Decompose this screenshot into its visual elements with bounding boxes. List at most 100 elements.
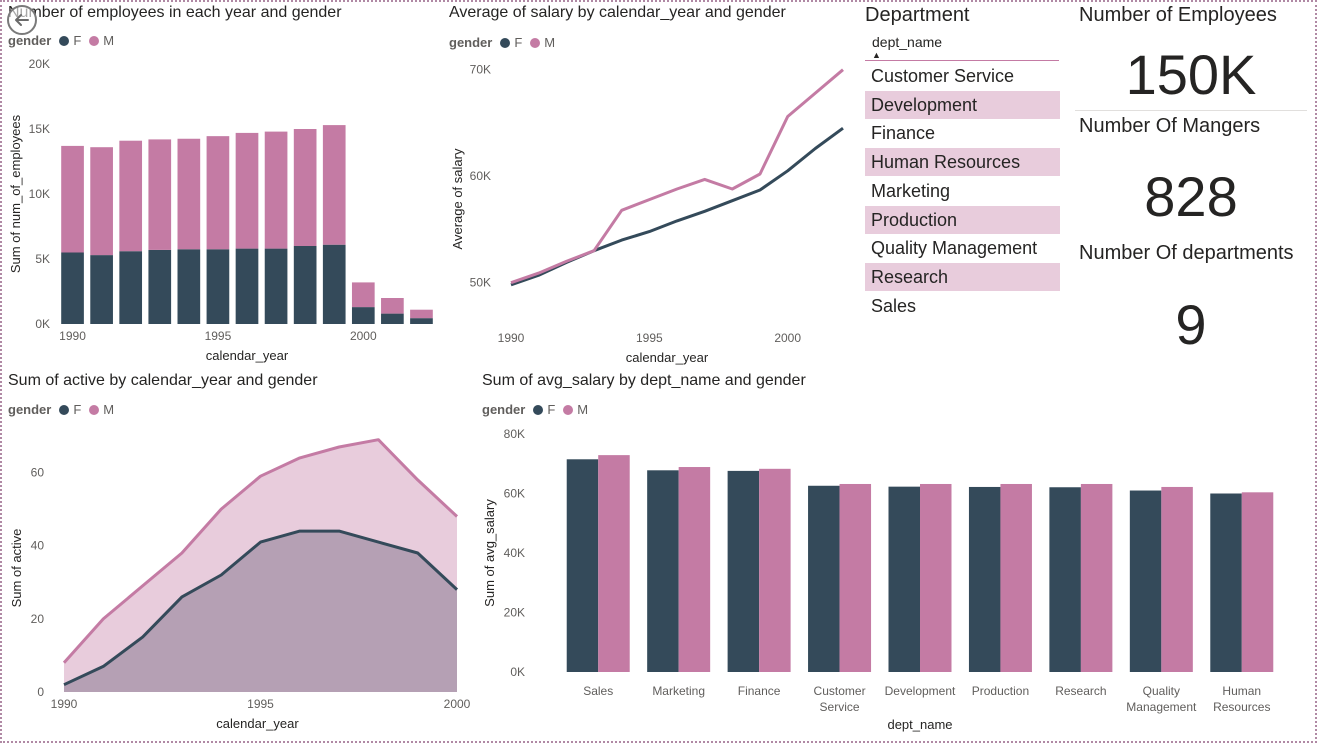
back-arrow-icon	[15, 14, 29, 26]
slicer-item[interactable]: Finance	[871, 123, 936, 144]
slicer-item[interactable]: Sales	[871, 295, 917, 316]
bar-male	[235, 132, 259, 249]
employees-card-label: Number of Employees	[1079, 4, 1277, 26]
avgsal-chart-panel: Sum of avg_salary by dept_name and gende…	[477, 368, 1311, 738]
bar-male	[381, 298, 404, 314]
sort-caret-icon[interactable]: ▲	[872, 50, 881, 60]
y-tick-label: 0K	[510, 665, 525, 679]
x-tick-label: Research	[1055, 684, 1106, 698]
slicer-item[interactable]: Production	[865, 205, 1060, 234]
y-tick-label: 60	[31, 466, 45, 480]
area-female	[64, 531, 457, 692]
legend-title: gender	[449, 35, 493, 50]
x-axis-title: dept_name	[887, 717, 952, 732]
x-tick-label: 1990	[498, 331, 525, 345]
bar-female	[293, 246, 317, 324]
bar-female	[148, 249, 172, 324]
employees-chart[interactable]: 0K 5K 10K 15K 20K 1990 1995 2000 calendar_year Su…	[4, 4, 442, 366]
bar-male	[1080, 483, 1113, 672]
bar-female	[61, 252, 84, 324]
salary-chart-panel: Average of salary by calendar_year and g…	[443, 4, 859, 366]
legend-male-marker	[563, 404, 574, 415]
avgsal-chart[interactable]: 0K 20K 40K 60K 80K Sales Marketing Finance Custo…	[477, 368, 1311, 738]
slicer-item[interactable]: Quality Management	[871, 238, 1038, 259]
legend-male-marker	[530, 37, 541, 48]
bar-female	[322, 244, 346, 324]
y-tick-label: 20K	[29, 57, 50, 71]
bar-male	[839, 483, 872, 672]
bar-male	[148, 139, 172, 250]
line-male	[510, 68, 844, 285]
y-axis-title: Sum of num_of_employees	[8, 114, 23, 273]
legend-male-marker	[89, 35, 100, 46]
x-tick-label: 1990	[59, 329, 86, 343]
bar-female	[808, 485, 840, 672]
active-chart[interactable]: 0 20 40 60 1990 1995 2000 calendar_year Sum of a…	[4, 368, 475, 738]
bar-male	[920, 483, 952, 672]
legend-female-label: F	[547, 402, 556, 417]
bar-male	[119, 140, 143, 252]
y-tick-label: 20K	[504, 606, 525, 620]
x-tick-label: Human	[1222, 684, 1261, 698]
slicer-item[interactable]: Development	[865, 90, 1060, 119]
bar-female	[727, 470, 760, 672]
bar-female	[1129, 490, 1162, 672]
bar-female	[381, 313, 404, 324]
slicer-item[interactable]: Customer Service	[871, 66, 1015, 86]
bar-male	[410, 309, 433, 319]
legend-male-label: M	[103, 33, 115, 48]
y-axis-title: Sum of avg_salary	[482, 499, 497, 607]
employees-legend: gender F M	[8, 33, 118, 48]
legend-male-label: M	[577, 402, 589, 417]
slicer-header[interactable]: dept_name	[872, 34, 943, 50]
bar-female	[968, 486, 1001, 672]
salary-chart-title: Average of salary by calendar_year and g…	[449, 4, 786, 21]
bar-male	[1161, 486, 1193, 672]
avgsal-legend: gender F M	[482, 402, 592, 417]
x-tick-label: 1995	[205, 329, 232, 343]
y-tick-label: 50K	[470, 276, 491, 290]
salary-chart[interactable]: 50K 60K 70K 1990 1995 2000 calendar_year Averag…	[443, 4, 859, 366]
bar-female	[119, 251, 143, 324]
y-tick-label: 0K	[35, 317, 50, 331]
departments-card-label: Number Of departments	[1079, 242, 1294, 264]
bar-male	[1241, 492, 1274, 672]
line-female	[510, 126, 844, 287]
y-tick-label: 40	[31, 539, 45, 553]
legend-female-label: F	[514, 35, 523, 50]
y-axis-title: Average of salary	[450, 148, 465, 249]
y-tick-label: 40K	[504, 546, 525, 560]
departments-card-value: 9	[1175, 293, 1207, 356]
y-tick-label: 70K	[470, 63, 491, 77]
bar-female	[90, 255, 113, 324]
bar-female	[351, 307, 375, 324]
bar-female	[264, 248, 288, 324]
active-chart-title: Sum of active by calendar_year and gende…	[8, 372, 318, 389]
bar-female	[1049, 487, 1081, 672]
bar-male	[351, 282, 375, 308]
slicer-item[interactable]: Human Resources	[865, 148, 1060, 177]
back-button[interactable]	[7, 5, 37, 35]
bar-male	[759, 468, 791, 672]
x-tick-label: Service	[820, 700, 860, 714]
x-tick-label: Resources	[1213, 700, 1270, 714]
active-legend: gender F M	[8, 402, 118, 417]
managers-card-label: Number Of Mangers	[1079, 115, 1261, 137]
x-tick-label: 1995	[636, 331, 663, 345]
slicer-item[interactable]: Marketing	[871, 180, 951, 201]
x-tick-label: 2000	[774, 331, 801, 345]
x-tick-label: Finance	[738, 684, 781, 698]
x-tick-label: Marketing	[652, 684, 705, 698]
department-slicer: Department dept_name ▲ Customer Service D…	[860, 4, 1072, 366]
x-tick-label: Development	[885, 684, 956, 698]
y-tick-label: 20	[31, 612, 45, 626]
legend-female-marker	[533, 404, 544, 415]
legend-title: gender	[8, 402, 52, 417]
x-tick-label: Quality	[1143, 684, 1180, 698]
legend-male-label: M	[544, 35, 556, 50]
y-tick-label: 5K	[35, 252, 50, 266]
legend-female-label: F	[73, 33, 82, 48]
employees-chart-panel: Number of employees in each year and gen…	[4, 4, 442, 366]
x-tick-label: Management	[1126, 700, 1197, 714]
slicer-item[interactable]: Research	[865, 262, 1060, 291]
